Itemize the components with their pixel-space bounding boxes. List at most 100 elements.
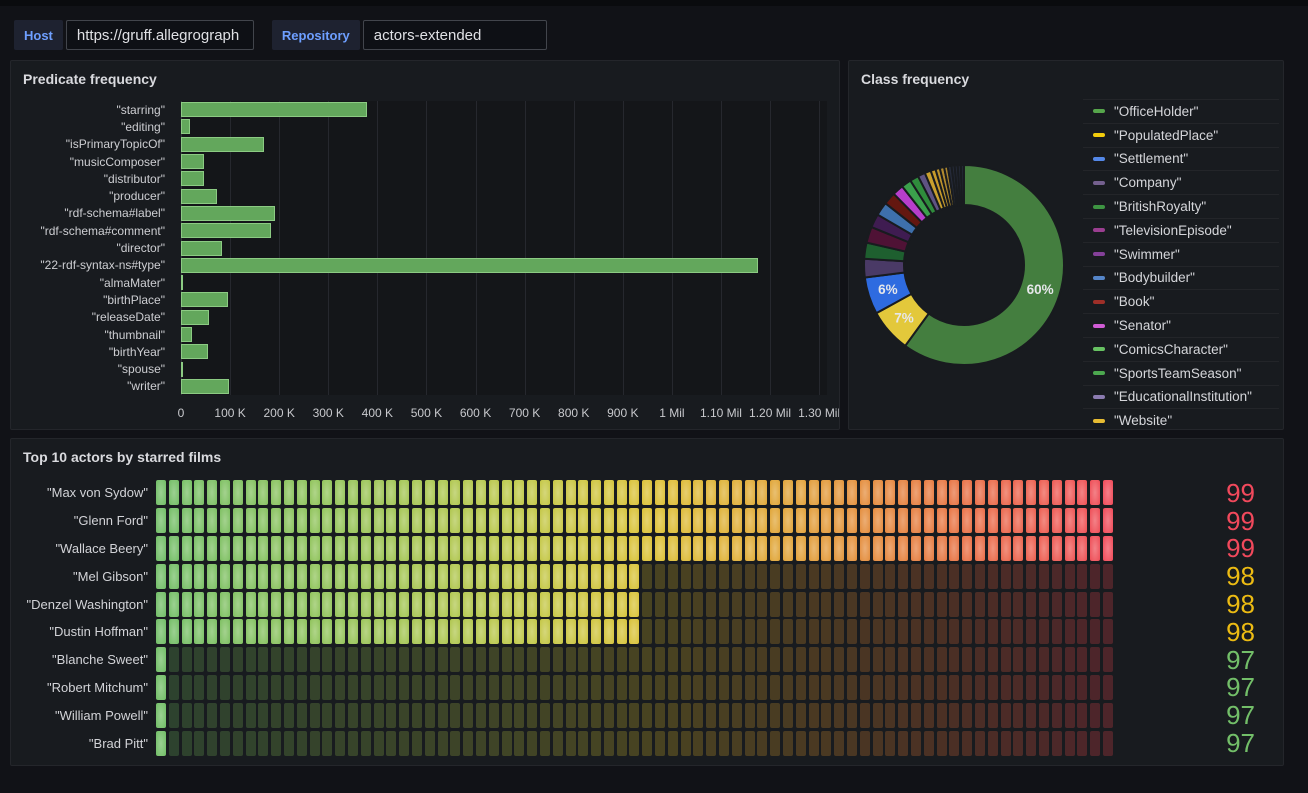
gauge-cell <box>361 731 371 756</box>
gauge-cell <box>591 703 601 728</box>
legend-item[interactable]: "BritishRoyalty" <box>1083 194 1279 218</box>
legend-item[interactable]: "Swimmer" <box>1083 242 1279 266</box>
repository-variable-label: Repository <box>272 20 360 50</box>
legend-item[interactable]: "SportsTeamSeason" <box>1083 361 1279 385</box>
gauge-cell <box>361 675 371 700</box>
gauge-cell <box>566 647 576 672</box>
gauge-cell <box>732 536 742 561</box>
gauge-cell <box>489 564 499 589</box>
gauge-cell <box>642 703 652 728</box>
panel-title-top-actors[interactable]: Top 10 actors by starred films <box>11 439 1283 468</box>
gauge-cell <box>412 536 422 561</box>
predicate-bar <box>181 258 758 273</box>
gauge-cell <box>847 731 857 756</box>
gauge-cell <box>604 675 614 700</box>
gauge-cell <box>655 592 665 617</box>
gauge-cell <box>1001 508 1011 533</box>
gauge-cell <box>655 508 665 533</box>
gauge-cell <box>834 647 844 672</box>
gauge-cell <box>732 480 742 505</box>
gauge-row: "Robert Mitchum"97 <box>23 674 1271 702</box>
gauge-cell <box>284 592 294 617</box>
gauge-cell <box>438 703 448 728</box>
predicate-bar-row <box>181 360 827 377</box>
gauge-cell <box>860 703 870 728</box>
legend-item[interactable]: "Book" <box>1083 289 1279 313</box>
gauge-cell <box>297 731 307 756</box>
host-variable-input[interactable] <box>66 20 254 50</box>
gauge-cell <box>693 480 703 505</box>
gauge-cell <box>1013 675 1023 700</box>
gauge-cell <box>1052 731 1062 756</box>
gauge-cell <box>322 592 332 617</box>
gauge-cell <box>617 564 627 589</box>
gauge-cell <box>617 647 627 672</box>
gauge-cell <box>757 536 767 561</box>
legend-series-dash-icon <box>1093 324 1105 328</box>
gauge-cell <box>425 619 435 644</box>
gauge-cell <box>668 703 678 728</box>
gauge-cell <box>310 675 320 700</box>
gauge-cell <box>1052 647 1062 672</box>
legend-item[interactable]: "EducationalInstitution" <box>1083 385 1279 409</box>
gauge-cell <box>476 731 486 756</box>
gauge-cell <box>911 536 921 561</box>
panel-title-predicate-frequency[interactable]: Predicate frequency <box>11 61 839 90</box>
legend-series-dash-icon <box>1093 181 1105 185</box>
legend-label: "TelevisionEpisode" <box>1114 223 1232 238</box>
gauge-cell <box>732 675 742 700</box>
legend-item[interactable]: "Senator" <box>1083 313 1279 337</box>
gauge-cell <box>834 731 844 756</box>
gauge-cell <box>438 508 448 533</box>
gauge-cell <box>348 564 358 589</box>
gauge-cell <box>220 508 230 533</box>
gauge-cell <box>629 564 639 589</box>
gauge-cell <box>194 592 204 617</box>
gauge-cell <box>847 564 857 589</box>
gauge-cell <box>169 731 179 756</box>
gauge-cell <box>860 647 870 672</box>
gauge-cell <box>719 647 729 672</box>
legend-item[interactable]: "PopulatedPlace" <box>1083 123 1279 147</box>
legend-item[interactable]: "TelevisionEpisode" <box>1083 218 1279 242</box>
gauge-cell <box>1001 536 1011 561</box>
gauge-cell <box>399 619 409 644</box>
gauge-row: "Blanche Sweet"97 <box>23 646 1271 674</box>
gauge-cell <box>873 592 883 617</box>
gauge-cell <box>566 703 576 728</box>
gauge-cell <box>271 508 281 533</box>
gauge-cell <box>335 675 345 700</box>
gauge-cell <box>284 647 294 672</box>
gauge-cell <box>463 592 473 617</box>
gauge-cell <box>924 675 934 700</box>
gauge-cell <box>591 508 601 533</box>
gauge-cell <box>924 592 934 617</box>
gauge-cell <box>847 675 857 700</box>
gauge-cell <box>975 480 985 505</box>
gauge-cell <box>770 703 780 728</box>
gauge-cell <box>514 675 524 700</box>
gauge-cell <box>438 619 448 644</box>
gauge-cell <box>1052 592 1062 617</box>
gauge-cell <box>476 675 486 700</box>
legend-item[interactable]: "OfficeHolder" <box>1083 99 1279 123</box>
legend-item[interactable]: "Website" <box>1083 408 1279 427</box>
gauge-cell <box>310 619 320 644</box>
legend-label: "SportsTeamSeason" <box>1114 366 1241 381</box>
panel-title-class-frequency[interactable]: Class frequency <box>849 61 1283 90</box>
gauge-cell <box>809 564 819 589</box>
legend-item[interactable]: "Bodybuilder" <box>1083 266 1279 290</box>
gauge-cell <box>514 564 524 589</box>
gauge-cell <box>988 480 998 505</box>
gauge-cell <box>1077 480 1087 505</box>
legend-item[interactable]: "ComicsCharacter" <box>1083 337 1279 361</box>
repository-variable-input[interactable] <box>363 20 547 50</box>
gauge-cell <box>911 647 921 672</box>
gauge-cell <box>1026 480 1036 505</box>
legend-item[interactable]: "Company" <box>1083 170 1279 194</box>
panel-class-frequency: Class frequency 60%7%6% "OfficeHolder""P… <box>848 60 1284 430</box>
gauge-cell <box>860 536 870 561</box>
gauge-cell <box>450 480 460 505</box>
legend-item[interactable]: "Settlement" <box>1083 147 1279 171</box>
gauge-cell <box>207 675 217 700</box>
